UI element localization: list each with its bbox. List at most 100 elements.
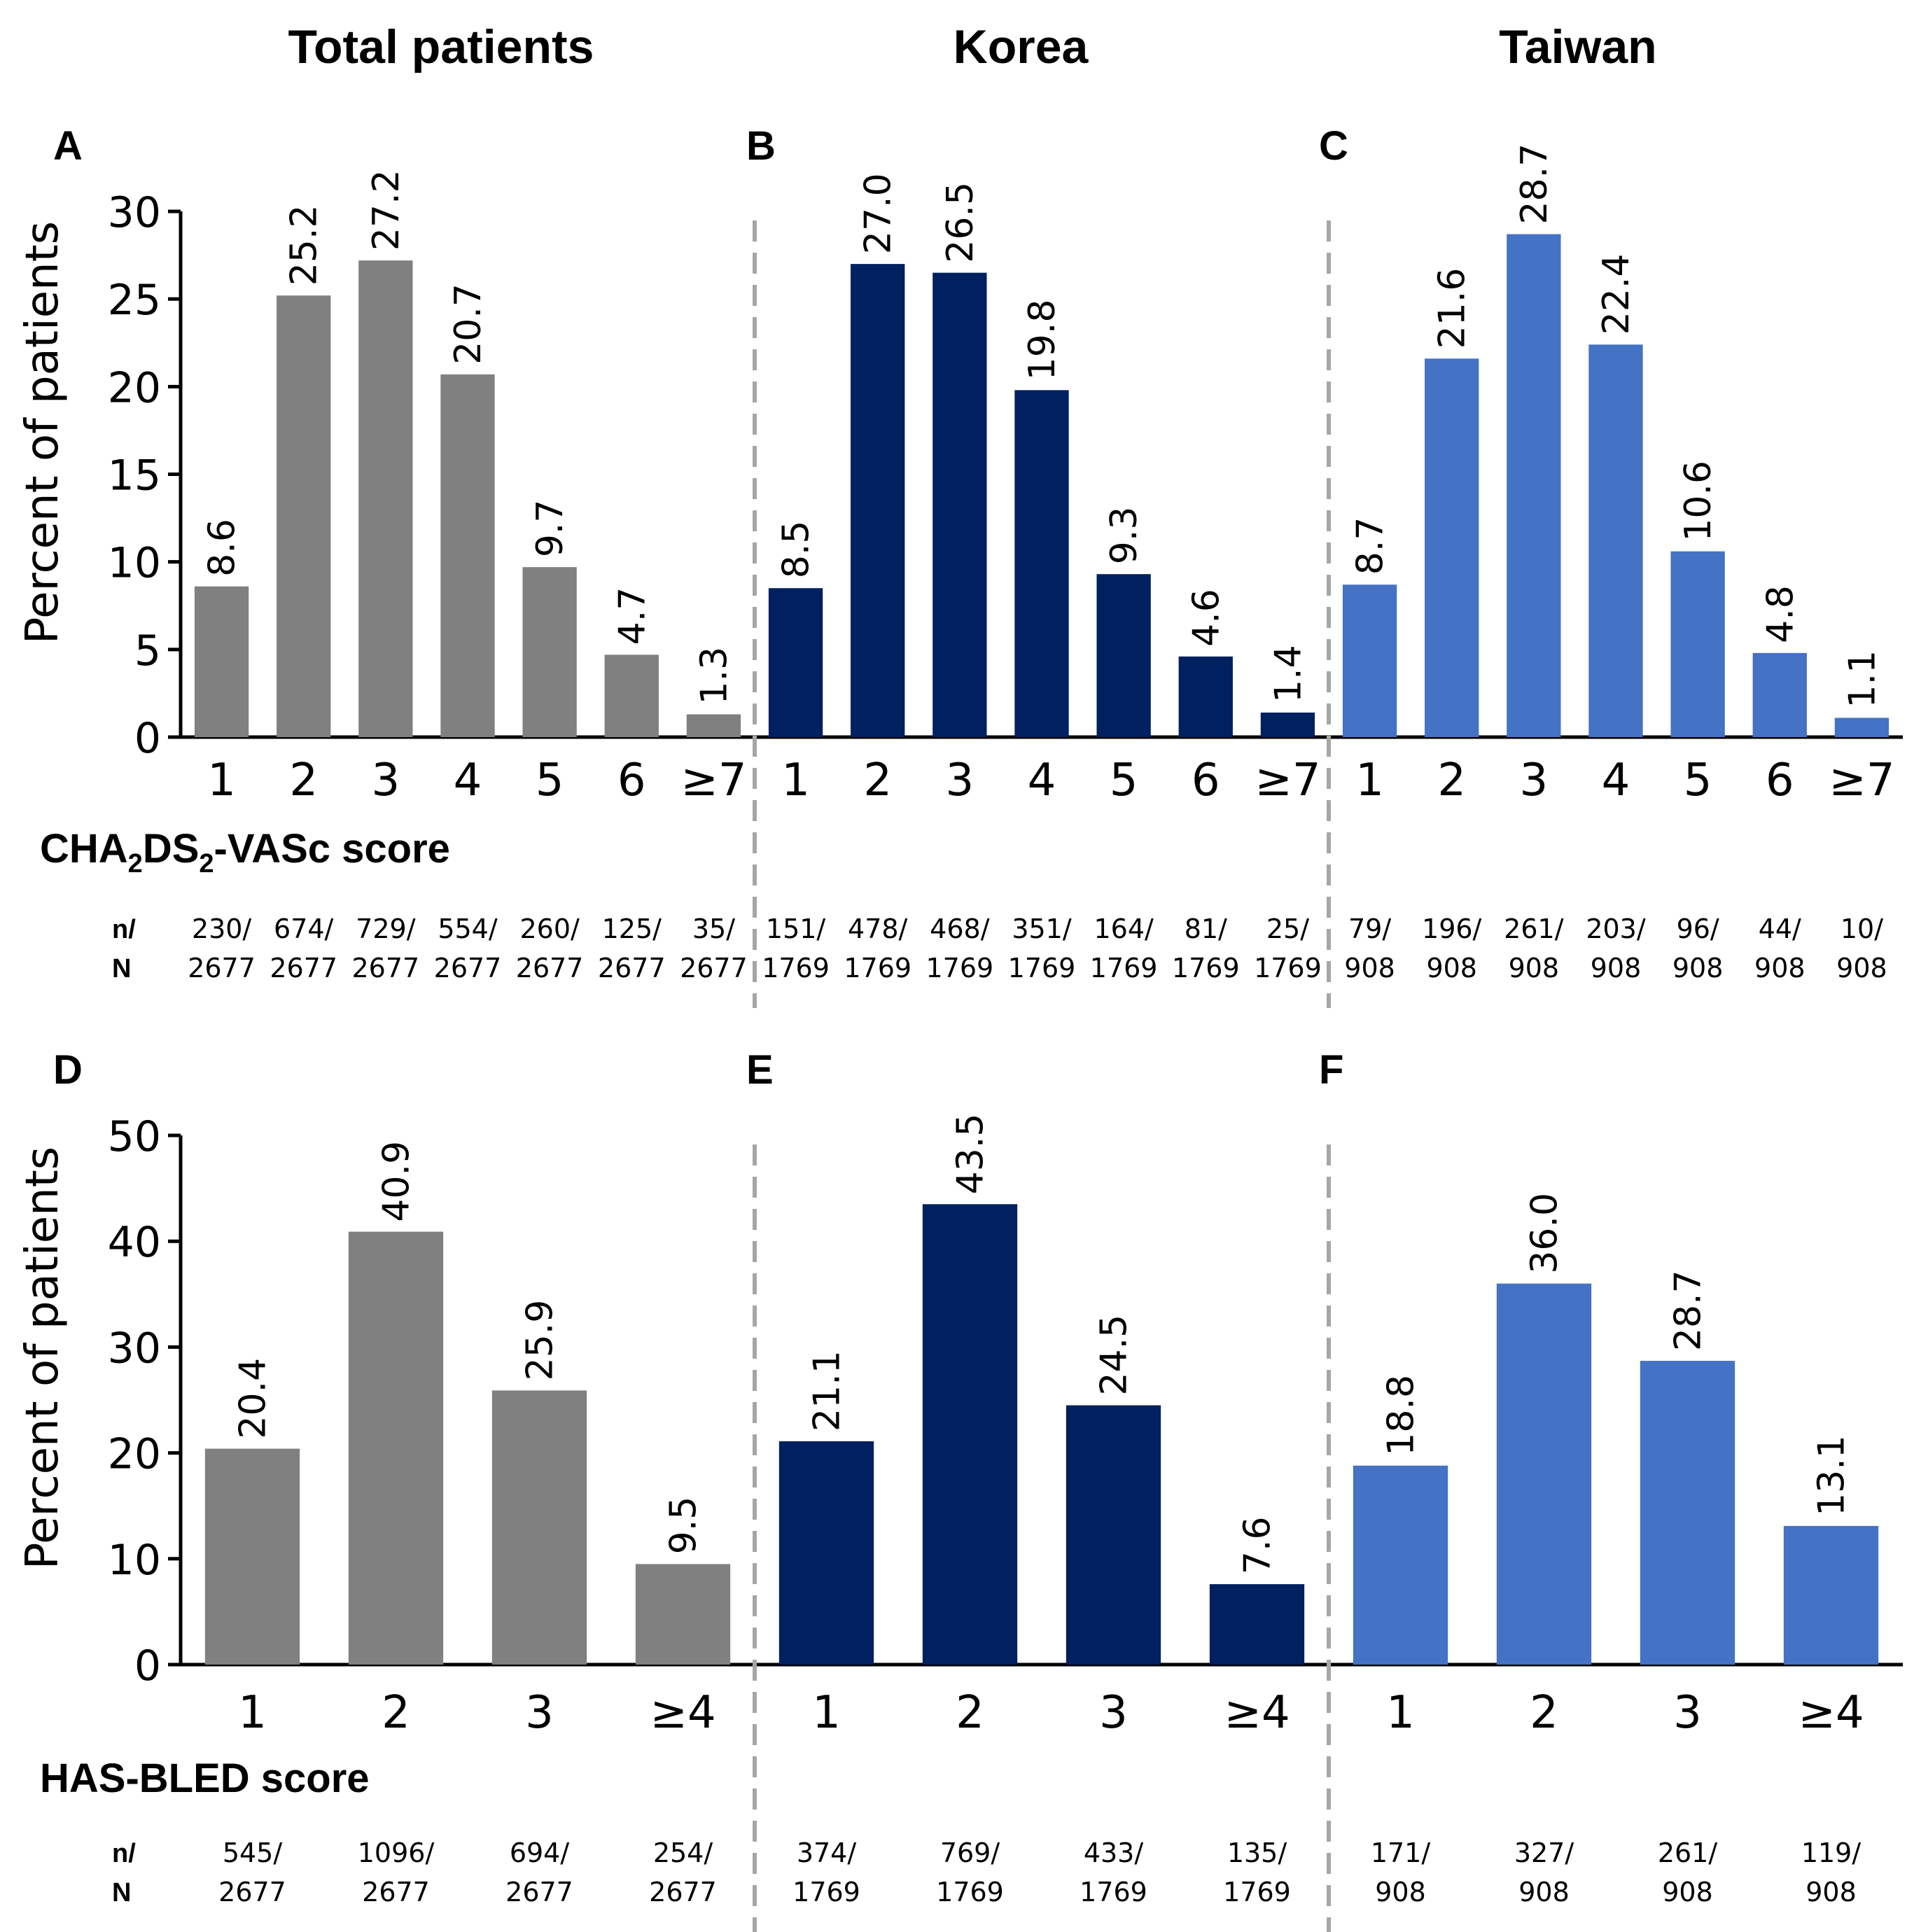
bar-value-label: 1.1 — [1841, 650, 1883, 708]
bar-value-label: 36.0 — [1524, 1193, 1566, 1274]
count-n: 351/ — [1012, 913, 1072, 944]
y-tick-label: 15 — [108, 451, 161, 500]
bar-value-label: 27.0 — [858, 173, 900, 254]
bar-a-1 — [194, 586, 249, 737]
bar-e-1 — [778, 1441, 874, 1665]
count-n: 10/ — [1840, 913, 1883, 944]
bar-value-label: 43.5 — [950, 1113, 992, 1194]
bar-value-label: 20.4 — [232, 1358, 274, 1439]
bar-c-1 — [1342, 584, 1397, 737]
x-tick-label: 2 — [1437, 755, 1466, 806]
count-N: 2677 — [270, 953, 337, 983]
count-n: 554/ — [438, 913, 498, 944]
count-n: 254/ — [653, 1837, 713, 1868]
count-N: 1769 — [1254, 953, 1322, 983]
bar-value-label: 18.8 — [1381, 1375, 1423, 1456]
bar-c-3 — [1507, 234, 1561, 737]
count-n: 81/ — [1185, 913, 1227, 944]
x-tick-label: 2 — [1530, 1687, 1558, 1739]
x-tick-label: ≥4 — [650, 1687, 715, 1739]
x-tick-label: 5 — [1684, 755, 1712, 806]
count-N: 2677 — [680, 953, 748, 983]
count-n: 35/ — [692, 913, 735, 944]
x-tick-label: 1 — [812, 1687, 841, 1739]
bar-value-label: 9.3 — [1103, 506, 1145, 564]
bar-c-5 — [1670, 551, 1725, 737]
x-tick-label: 3 — [1519, 755, 1548, 806]
bar-value-label: 26.5 — [939, 182, 982, 263]
count-N: 908 — [1672, 953, 1724, 983]
x-tick-label: 1 — [1386, 1687, 1415, 1739]
bar-b-2 — [851, 264, 905, 738]
x-tick-label: ≥7 — [1255, 755, 1320, 806]
N-label-bottom: N — [112, 1878, 131, 1907]
count-N: 908 — [1509, 953, 1560, 983]
x-tick-label: 5 — [536, 755, 564, 806]
x-tick-label: 2 — [863, 755, 892, 806]
n-label-top: n/ — [112, 915, 136, 944]
panel-letter-c: C — [1319, 123, 1348, 169]
bar-value-label: 1.4 — [1267, 645, 1309, 703]
bar-a-4 — [440, 374, 495, 737]
count-n: 230/ — [192, 913, 252, 944]
count-n: 729/ — [356, 913, 416, 944]
count-N: 2677 — [598, 953, 666, 983]
bar-value-label: 28.7 — [1514, 144, 1556, 225]
bar-d-3 — [491, 1390, 587, 1665]
count-N: 2677 — [516, 953, 584, 983]
x-tick-label: 2 — [289, 755, 318, 806]
column-title-taiwan: Taiwan — [1499, 20, 1656, 74]
bar-value-label: 21.1 — [806, 1350, 848, 1432]
count-n: 468/ — [930, 913, 990, 944]
bar-d-4 — [635, 1564, 731, 1665]
x-tick-label: 4 — [454, 755, 482, 806]
x-tick-label: 4 — [1028, 755, 1056, 806]
count-N: 2677 — [505, 1877, 573, 1907]
bar-c-7 — [1834, 718, 1889, 737]
count-n: 261/ — [1504, 913, 1564, 944]
count-N: 908 — [1375, 1877, 1426, 1907]
y-tick-label: 20 — [108, 1430, 161, 1479]
chart-layer: 0510152025308.61230/267725.22674/267727.… — [108, 144, 1903, 1932]
bar-value-label: 28.7 — [1668, 1270, 1710, 1351]
bar-value-label: 7.6 — [1237, 1516, 1279, 1574]
count-n: 119/ — [1801, 1837, 1861, 1868]
count-N: 908 — [1518, 1877, 1570, 1907]
x-tick-label: 3 — [1099, 1687, 1128, 1739]
count-N: 908 — [1426, 953, 1477, 983]
count-n: 694/ — [510, 1837, 570, 1868]
bar-b-3 — [932, 272, 987, 737]
x-tick-label: 6 — [1766, 755, 1794, 806]
bar-value-label: 25.9 — [519, 1300, 561, 1381]
count-n: 171/ — [1371, 1837, 1431, 1868]
y-tick-label: 20 — [108, 363, 161, 412]
bar-value-label: 10.6 — [1677, 461, 1719, 542]
bar-c-2 — [1425, 358, 1479, 737]
count-N: 1769 — [1223, 1877, 1291, 1907]
y-tick-label: 10 — [108, 1536, 161, 1585]
count-n: 25/ — [1266, 913, 1309, 944]
x-tick-label: 3 — [371, 755, 400, 806]
x-axis-title-hasbled: HAS-BLED score — [40, 1756, 370, 1801]
count-N: 1769 — [1172, 953, 1240, 983]
count-N: 2677 — [649, 1877, 717, 1907]
count-n: 164/ — [1094, 913, 1154, 944]
x-tick-label: 2 — [382, 1687, 410, 1739]
bar-value-label: 8.5 — [776, 521, 818, 579]
y-axis-title-bottom: Percent of patients — [17, 1147, 69, 1569]
x-tick-label: 1 — [238, 1687, 267, 1739]
y-tick-label: 30 — [108, 188, 161, 237]
y-tick-label: 5 — [134, 626, 161, 676]
N-label-top: N — [112, 954, 131, 983]
bar-value-label: 8.6 — [202, 519, 244, 577]
count-n: 79/ — [1348, 913, 1391, 944]
bar-a-7 — [686, 714, 741, 737]
bar-b-1 — [768, 588, 823, 737]
count-n: 196/ — [1422, 913, 1482, 944]
bar-b-4 — [1014, 390, 1069, 737]
count-n: 433/ — [1084, 1837, 1144, 1868]
count-n: 96/ — [1677, 913, 1719, 944]
x-tick-label: 6 — [617, 755, 646, 806]
bar-value-label: 9.5 — [663, 1497, 705, 1555]
bar-e-4 — [1209, 1584, 1305, 1665]
